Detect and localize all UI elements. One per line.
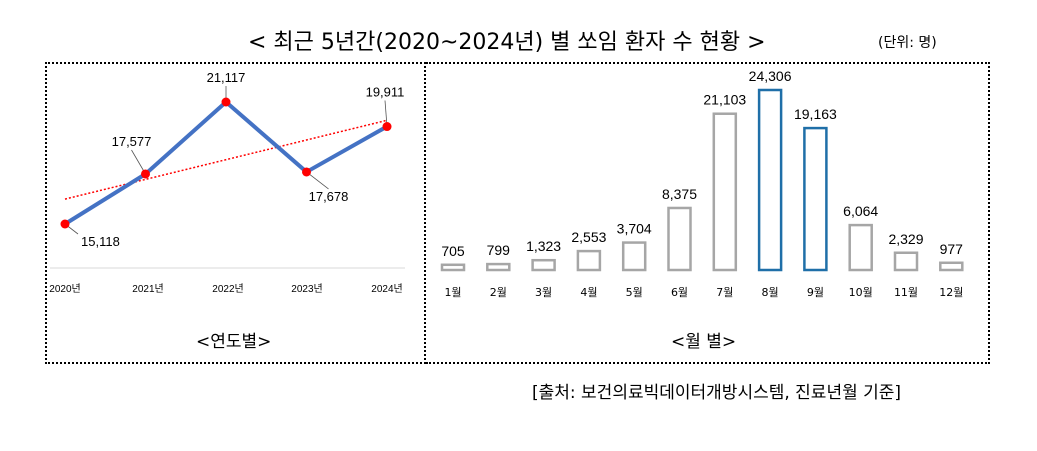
monthly-tick-label: 6월 <box>671 286 688 299</box>
yearly-value-label: 15,118 <box>81 234 120 249</box>
monthly-bar <box>440 263 466 272</box>
monthly-tick-label: 9월 <box>807 286 824 299</box>
source-note: [출처: 보건의료빅데이터개방시스템, 진료년월 기준] <box>532 383 902 403</box>
monthly-tick-label: 5월 <box>626 286 643 299</box>
yearly-value-label: 19,911 <box>366 85 405 100</box>
yearly-series-line <box>63 100 388 226</box>
monthly-panel <box>426 62 990 364</box>
yearly-tick-label: 2023년 <box>291 283 322 295</box>
monthly-value-label: 799 <box>487 242 511 258</box>
monthly-bar <box>939 261 964 272</box>
yearly-point-marker <box>221 97 231 107</box>
trend-line <box>64 119 388 200</box>
monthly-bar <box>712 112 738 272</box>
yearly-tick-label: 2022년 <box>212 283 243 295</box>
unit-label: (단위: 명) <box>878 35 937 51</box>
yearly-value-label: 21,117 <box>207 70 246 85</box>
monthly-tick-label: 4월 <box>580 286 597 299</box>
monthly-value-label: 3,704 <box>617 221 652 237</box>
monthly-bar <box>803 126 828 272</box>
monthly-value-label: 1,323 <box>526 238 561 254</box>
yearly-tick-label: 2024년 <box>371 283 402 295</box>
monthly-tick-label: 8월 <box>762 286 779 299</box>
monthly-value-label: 6,064 <box>843 203 878 219</box>
yearly-point-marker <box>382 122 392 132</box>
monthly-caption: <월 별> <box>671 332 737 352</box>
monthly-tick-label: 11월 <box>894 286 918 299</box>
monthly-tick-label: 12월 <box>939 286 963 299</box>
yearly-leader-line <box>306 171 329 190</box>
monthly-bar <box>893 251 919 272</box>
yearly-point-marker <box>141 169 150 179</box>
monthly-tick-label: 3월 <box>535 286 552 299</box>
monthly-tick-label: 10월 <box>849 286 873 299</box>
monthly-bar <box>621 241 647 272</box>
monthly-bar <box>486 262 511 272</box>
monthly-tick-label: 1월 <box>444 286 461 299</box>
yearly-tick-label: 2021년 <box>132 283 163 295</box>
yearly-value-label: 17,577 <box>112 134 152 149</box>
yearly-point-marker <box>60 219 70 229</box>
monthly-value-label: 8,375 <box>662 186 697 202</box>
monthly-tick-label: 7월 <box>716 286 733 299</box>
yearly-value-label: 17,678 <box>309 189 349 204</box>
monthly-value-label: 24,306 <box>749 68 792 84</box>
monthly-value-label: 977 <box>940 241 964 257</box>
yearly-point-marker <box>302 167 311 177</box>
monthly-bar <box>531 258 556 272</box>
monthly-value-label: 19,163 <box>794 106 837 122</box>
monthly-value-label: 21,103 <box>703 92 746 108</box>
monthly-tick-label: 2월 <box>490 286 507 299</box>
yearly-tick-label: 2020년 <box>49 283 80 295</box>
chart-title: < 최근 5년간(2020~2024년) 별 쏘임 환자 수 현황 > <box>248 30 766 55</box>
monthly-value-label: 2,329 <box>888 231 923 247</box>
monthly-bar <box>757 88 783 272</box>
yearly-leader-line <box>131 149 146 175</box>
monthly-bar <box>848 223 873 272</box>
monthly-bar <box>576 249 602 272</box>
monthly-value-label: 2,553 <box>571 229 606 245</box>
yearly-panel <box>45 62 426 364</box>
monthly-value-label: 705 <box>441 243 465 259</box>
yearly-caption: <연도별> <box>196 332 272 352</box>
monthly-bar <box>667 206 692 272</box>
